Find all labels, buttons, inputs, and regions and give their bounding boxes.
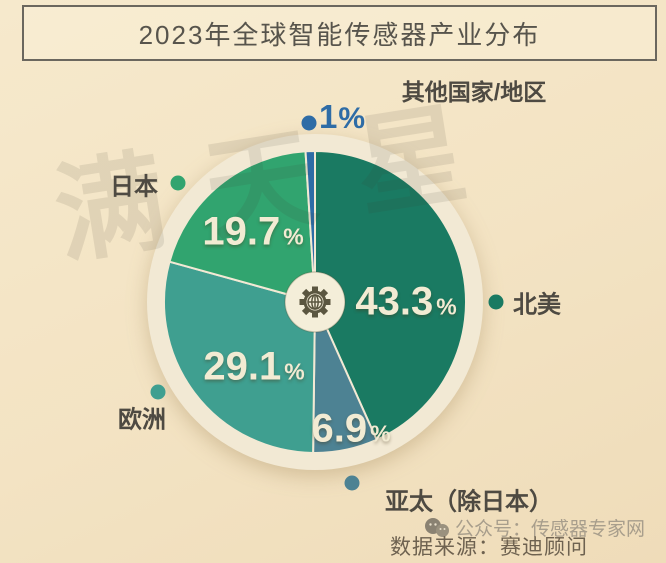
data-source: 数据来源：赛迪顾问 [390,536,588,559]
label-japan: 日本 [110,173,158,201]
pct-value: 43.3 [355,279,434,324]
page-title: 2023年全球智能传感器产业分布 [138,19,541,50]
pct-japan: 19.7% [202,210,303,255]
label-others: 其他国家/地区 [401,79,547,105]
pct-value: 19.7 [202,209,281,254]
dot-asia-pacific [344,475,360,491]
dot-europe [150,384,166,400]
wechat-bubbles-icon [425,517,449,537]
pie-slice-3 [168,150,316,303]
pie-slices [163,150,467,454]
pct-others: 1% [319,98,365,136]
pie-slice-4 [304,150,316,303]
pct-value: 29.1 [203,344,282,389]
pct-value: 6.9 [311,406,368,451]
label-europe: 欧洲 [118,406,166,434]
percent-sign: % [284,358,305,385]
pie-slice-0 [314,150,467,441]
pie-slice-2 [163,260,316,454]
pct-europe: 29.1% [203,345,304,390]
dot-north-america [488,294,504,310]
pct-asia-pacific: 6.9% [311,407,390,452]
gear-globe-icon [299,286,331,318]
dot-japan [170,175,186,191]
watermark-account: 公众号：传感器专家网 [424,514,645,541]
pct-north-america: 43.3% [355,280,456,325]
percent-sign: % [283,223,304,250]
percent-sign: % [338,102,366,135]
watermark-account-text: 公众号：传感器专家网 [455,519,646,540]
dot-others [301,115,317,131]
percent-sign: % [370,420,391,447]
pct-value: 1 [318,98,338,135]
chart-title-box: 2023年全球智能传感器产业分布 [22,5,657,61]
label-north-america: 北美 [513,291,561,319]
label-asia-pacific: 亚太（除日本） [385,488,553,516]
percent-sign: % [436,293,457,320]
